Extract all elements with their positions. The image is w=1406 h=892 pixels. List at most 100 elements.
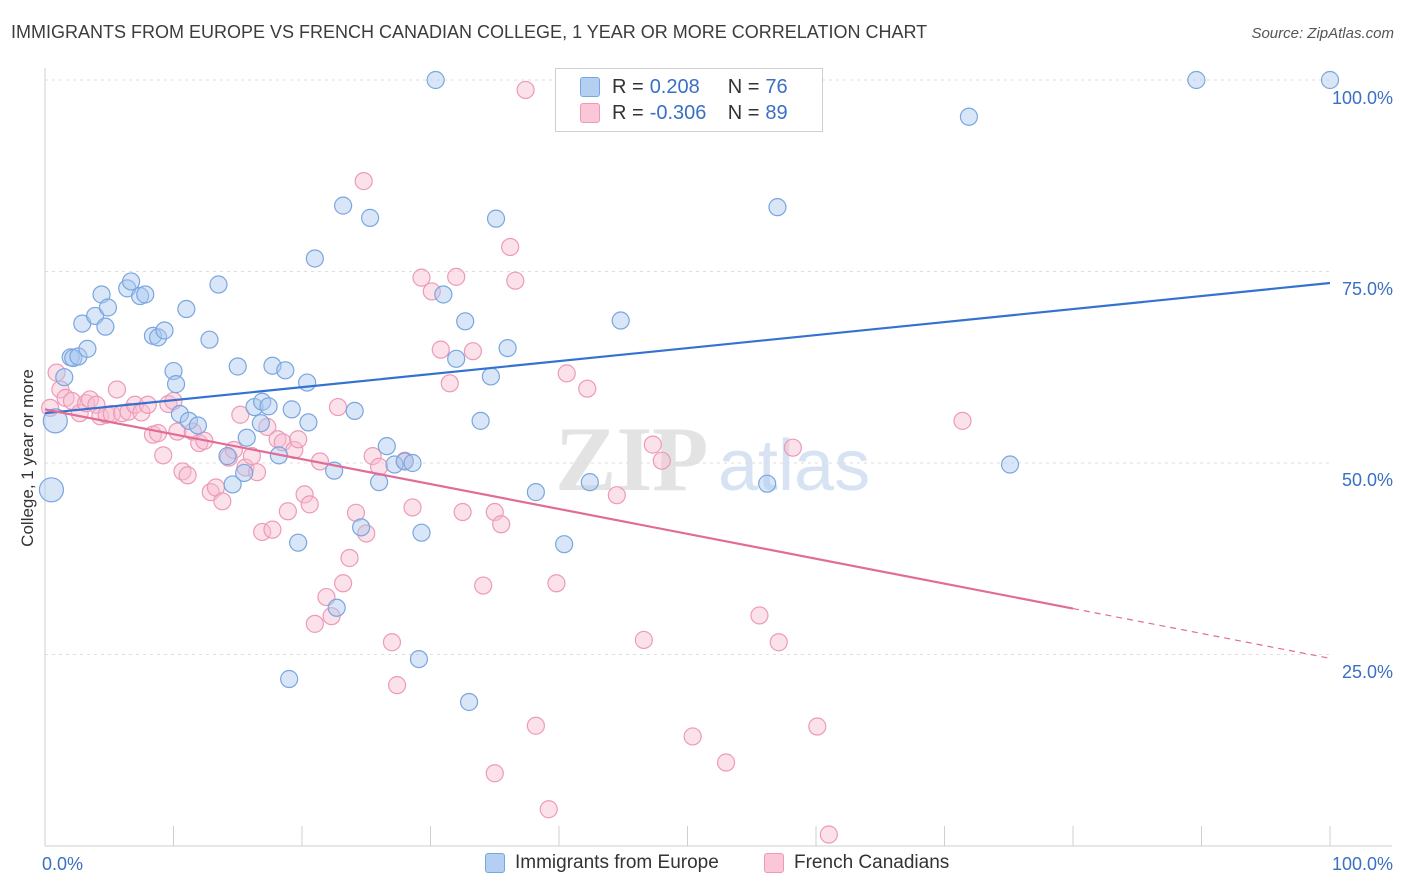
data-point-french-canadians [178, 466, 197, 485]
data-point-french-canadians [340, 548, 359, 568]
legend-row-french: R = -0.306 N = 89 [580, 101, 788, 125]
data-point-french-canadians [506, 271, 525, 290]
data-point-immigrants-europe [223, 475, 242, 494]
data-point-immigrants-europe [434, 285, 453, 304]
x-tick-label: 0.0% [42, 854, 83, 874]
data-point-immigrants-europe [276, 361, 295, 380]
data-point-immigrants-europe [235, 463, 254, 483]
data-point-french-canadians [263, 520, 282, 539]
data-point-immigrants-europe [758, 474, 777, 493]
data-point-immigrants-europe [282, 400, 301, 419]
data-point-french-canadians [683, 727, 702, 746]
data-point-immigrants-europe [251, 414, 270, 433]
source-label: Source: ZipAtlas.com [1251, 25, 1394, 42]
data-point-immigrants-europe [259, 397, 278, 416]
legend-r-label: R = [612, 75, 644, 98]
data-point-immigrants-europe [1000, 455, 1020, 474]
data-point-french-canadians [607, 486, 626, 505]
data-point-immigrants-europe [55, 368, 74, 387]
data-point-french-canadians [547, 574, 566, 593]
data-point-french-canadians [242, 447, 261, 466]
data-point-immigrants-europe [98, 298, 118, 317]
data-point-immigrants-europe [456, 312, 475, 331]
data-point-immigrants-europe [385, 455, 404, 474]
y-tick-label: 75.0% [1342, 279, 1393, 299]
data-point-immigrants-europe [289, 533, 308, 552]
data-point-french-canadians [501, 237, 520, 257]
data-point-immigrants-europe [148, 328, 168, 347]
legend-r-value: 0.208 [649, 75, 700, 98]
y-tick-label: 100.0% [1332, 88, 1393, 108]
data-point-immigrants-europe [177, 299, 196, 319]
legend-n-label: N = [727, 75, 760, 98]
legend-n-value: 89 [765, 101, 788, 124]
data-point-french-canadians [354, 172, 373, 191]
data-point-immigrants-europe [471, 411, 490, 430]
data-point-immigrants-europe [459, 692, 479, 712]
trendline-immigrants-europe [44, 281, 1331, 415]
data-point-immigrants-europe [352, 518, 371, 537]
data-point-french-canadians [119, 402, 138, 421]
chart-title: IMMIGRANTS FROM EUROPE VS FRENCH CANADIA… [11, 22, 928, 42]
data-point-immigrants-europe [299, 413, 318, 432]
data-point-immigrants-europe [305, 249, 324, 268]
data-point-immigrants-europe [611, 311, 630, 330]
data-point-immigrants-europe [218, 447, 237, 466]
data-point-french-canadians [769, 633, 788, 652]
data-point-french-canadians [370, 457, 389, 476]
data-point-french-canadians [474, 576, 493, 595]
bottom-legend-label: French Canadians [794, 852, 950, 873]
data-point-french-canadians [643, 435, 662, 454]
legend-swatch-blue [580, 77, 600, 97]
y-axis-label: College, 1 year or more [18, 369, 37, 547]
x-tick-label: 100.0% [1332, 854, 1393, 874]
data-point-french-canadians [231, 405, 250, 424]
data-point-immigrants-europe [253, 392, 272, 411]
data-point-french-canadians [819, 825, 838, 844]
legend-n-label: N = [727, 101, 760, 124]
bottom-legend-swatch-blue [485, 853, 505, 873]
trendline-french-canadians [44, 408, 1074, 610]
data-point-immigrants-europe [555, 535, 574, 554]
data-point-immigrants-europe [166, 375, 186, 394]
data-point-immigrants-europe [345, 401, 364, 421]
data-point-immigrants-europe [1187, 70, 1206, 90]
data-point-french-canadians [634, 630, 653, 650]
data-point-immigrants-europe [298, 373, 317, 392]
data-point-french-canadians [107, 380, 127, 399]
data-point-immigrants-europe [486, 209, 506, 228]
data-point-french-canadians [516, 80, 535, 100]
data-point-french-canadians [300, 495, 319, 514]
data-point-french-canadians [387, 676, 407, 695]
data-point-immigrants-europe [237, 428, 256, 447]
data-point-immigrants-europe [412, 523, 431, 542]
data-point-french-canadians [328, 397, 348, 417]
bottom-legend-immigrants: Immigrants from Europe [485, 852, 719, 874]
data-point-french-canadians [716, 753, 736, 772]
data-point-immigrants-europe [409, 649, 429, 669]
data-point-french-canadians [453, 502, 472, 522]
data-point-french-canadians [783, 438, 802, 457]
data-point-immigrants-europe [42, 408, 68, 434]
data-point-immigrants-europe [179, 411, 199, 430]
data-point-french-canadians [154, 446, 173, 465]
data-point-french-canadians [213, 492, 232, 511]
data-point-french-canadians [953, 411, 972, 430]
data-point-french-canadians [431, 340, 450, 359]
data-point-immigrants-europe [96, 317, 115, 336]
data-point-french-canadians [808, 717, 827, 736]
data-point-immigrants-europe [580, 473, 599, 492]
data-point-immigrants-europe [121, 272, 141, 291]
legend-n-value: 76 [765, 75, 788, 98]
data-point-immigrants-europe [395, 452, 414, 471]
bottom-legend-swatch-pink [764, 853, 784, 873]
legend-r-label: R = [612, 101, 644, 124]
data-point-french-canadians [295, 485, 314, 504]
data-point-immigrants-europe [155, 321, 174, 340]
data-point-immigrants-europe [481, 367, 500, 386]
legend-row-immigrants: R = 0.208 N = 76 [580, 75, 788, 99]
data-point-french-canadians [526, 716, 545, 735]
data-point-french-canadians [247, 463, 267, 482]
data-point-french-canadians [138, 395, 157, 414]
data-point-french-canadians [447, 267, 466, 286]
